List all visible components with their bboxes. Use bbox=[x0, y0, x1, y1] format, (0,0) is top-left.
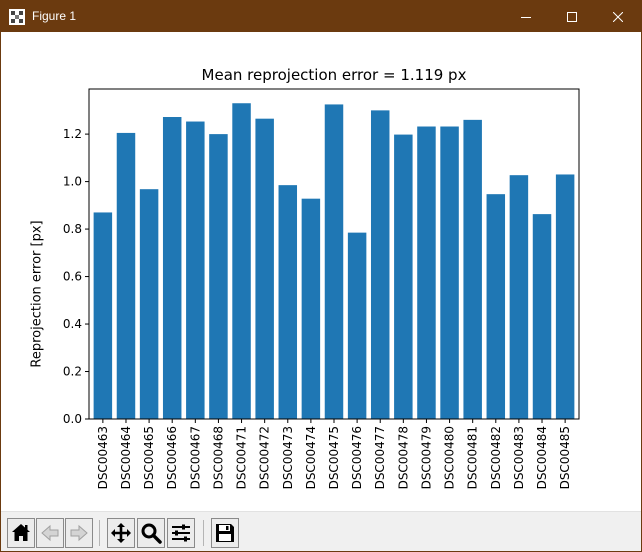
sliders-icon bbox=[172, 524, 190, 542]
bar bbox=[139, 189, 159, 419]
x-tick-label: DSC00466 bbox=[165, 426, 179, 489]
bar bbox=[278, 185, 298, 419]
x-tick-label: DSC00479 bbox=[419, 426, 433, 489]
figure-canvas[interactable]: Mean reprojection error = 1.119 px Repro… bbox=[1, 32, 641, 511]
minimize-icon bbox=[521, 16, 531, 18]
window-title: Figure 1 bbox=[32, 9, 77, 23]
title-bar[interactable]: Figure 1 bbox=[1, 1, 641, 32]
x-tick-label: DSC00476 bbox=[350, 426, 364, 489]
bar bbox=[93, 212, 113, 419]
forward-button[interactable] bbox=[65, 518, 93, 548]
x-tick-label: DSC00483 bbox=[512, 426, 526, 489]
arrow-left-icon bbox=[41, 524, 59, 542]
bar bbox=[463, 119, 482, 420]
pan-button[interactable] bbox=[107, 518, 135, 548]
matplotlib-app-icon bbox=[9, 9, 25, 25]
bar bbox=[417, 126, 436, 419]
bar bbox=[324, 104, 344, 420]
close-button[interactable] bbox=[595, 1, 641, 32]
move-icon bbox=[111, 523, 131, 543]
maximize-button[interactable] bbox=[549, 1, 595, 32]
arrow-right-icon bbox=[70, 524, 88, 542]
bar bbox=[509, 175, 529, 419]
x-tick-label: DSC00468 bbox=[211, 426, 225, 489]
x-tick-label: DSC00463 bbox=[96, 426, 110, 489]
x-tick-label: DSC00485 bbox=[558, 426, 572, 489]
bar bbox=[232, 103, 251, 420]
back-button[interactable] bbox=[36, 518, 64, 548]
x-tick-label: DSC00471 bbox=[235, 426, 249, 489]
bar bbox=[186, 121, 205, 419]
x-tick-label: DSC00465 bbox=[142, 426, 156, 489]
chart-title: Mean reprojection error = 1.119 px bbox=[201, 66, 467, 84]
x-tick-label: DSC00464 bbox=[119, 426, 133, 489]
bar bbox=[347, 232, 367, 419]
floppy-disk-icon bbox=[216, 524, 234, 542]
y-tick-label: 0.6 bbox=[63, 270, 82, 284]
x-tick-label: DSC00474 bbox=[304, 426, 318, 489]
toolbar-separator bbox=[99, 520, 100, 546]
x-tick-label: DSC00473 bbox=[281, 426, 295, 489]
maximize-icon bbox=[567, 11, 577, 22]
bar bbox=[370, 110, 390, 420]
x-tick-label: DSC00467 bbox=[188, 426, 202, 489]
bar bbox=[162, 117, 182, 419]
x-tick-label: DSC00472 bbox=[258, 426, 272, 489]
zoom-button[interactable] bbox=[137, 518, 165, 548]
x-tick-label: DSC00477 bbox=[373, 426, 387, 489]
x-tick-label: DSC00482 bbox=[489, 426, 503, 489]
bar bbox=[116, 132, 136, 420]
y-tick-label: 0.4 bbox=[63, 317, 82, 331]
y-tick-label: 1.2 bbox=[63, 127, 82, 141]
minimize-button[interactable] bbox=[503, 1, 549, 32]
bar bbox=[209, 134, 228, 420]
toolbar-separator bbox=[203, 520, 204, 546]
bar bbox=[555, 174, 575, 419]
bar bbox=[301, 198, 321, 419]
home-icon bbox=[12, 524, 30, 541]
bar-chart: 0.0 0.2 0.4 0.6 0.8 1.0 1.2 DSC00463 DSC00464 DSC… bbox=[63, 88, 580, 489]
bar bbox=[440, 126, 459, 419]
bar bbox=[255, 118, 274, 420]
save-button[interactable] bbox=[211, 518, 239, 548]
x-tick-label: DSC00480 bbox=[443, 426, 457, 489]
y-tick-label: 0.0 bbox=[63, 412, 82, 426]
configure-subplots-button[interactable] bbox=[167, 518, 195, 548]
y-tick-label: 0.8 bbox=[63, 222, 82, 236]
x-tick-label: DSC00475 bbox=[327, 426, 341, 489]
magnifier-icon bbox=[141, 523, 162, 544]
navigation-toolbar bbox=[1, 511, 641, 551]
close-icon bbox=[613, 11, 623, 22]
bar bbox=[532, 214, 552, 419]
x-tick-label: DSC00478 bbox=[396, 426, 410, 489]
bar bbox=[394, 134, 413, 419]
y-tick-label: 0.2 bbox=[63, 365, 82, 379]
x-tick-label: DSC00484 bbox=[535, 426, 549, 489]
bar bbox=[486, 194, 506, 419]
x-tick-label: DSC00481 bbox=[466, 426, 480, 489]
y-tick-label: 1.0 bbox=[63, 175, 82, 189]
home-button[interactable] bbox=[7, 518, 35, 548]
